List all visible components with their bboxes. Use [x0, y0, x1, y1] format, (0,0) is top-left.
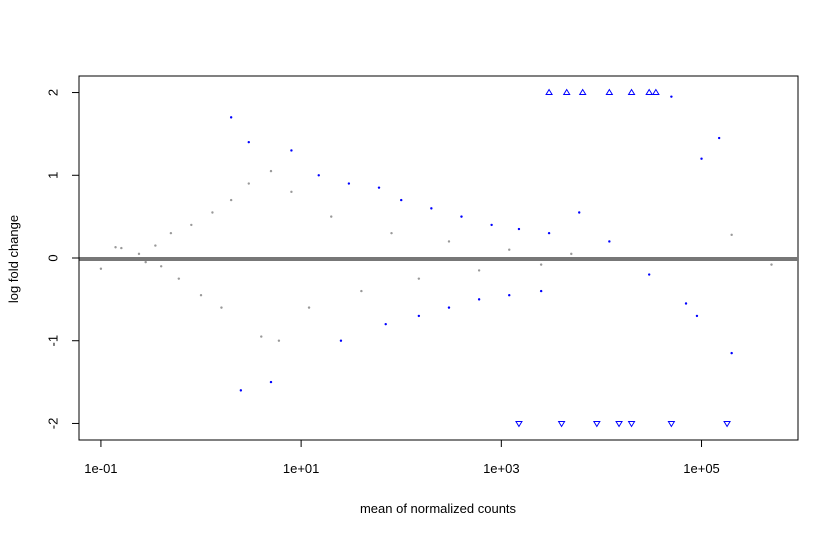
gray-point — [114, 246, 117, 249]
blue-point — [608, 240, 611, 243]
plot-area — [78, 75, 799, 441]
blue-point — [670, 95, 673, 98]
gray-point — [290, 190, 293, 194]
blue-point — [430, 207, 433, 210]
blue-point — [517, 227, 521, 231]
gray-point — [477, 269, 481, 272]
capped-triangle — [578, 88, 587, 96]
x-tick-label: 1e-01 — [84, 461, 117, 476]
gray-point — [417, 277, 421, 280]
blue-point — [269, 380, 273, 384]
gray-point — [730, 233, 733, 237]
gray-point — [390, 231, 393, 235]
y-tick-label: 0 — [46, 254, 61, 261]
blue-point — [578, 211, 581, 214]
capped-triangle — [667, 420, 676, 428]
blue-point — [508, 294, 511, 297]
blue-point — [717, 136, 721, 140]
capped-triangle — [545, 88, 553, 96]
capped-triangle — [592, 420, 601, 428]
gray-point — [177, 277, 181, 280]
blue-point — [539, 289, 543, 293]
blue-point — [290, 149, 293, 152]
blue-point — [247, 140, 250, 144]
blue-point — [695, 314, 699, 318]
capped-triangle — [562, 88, 571, 96]
blue-point — [229, 116, 233, 119]
gray-point — [120, 246, 123, 250]
blue-point — [460, 215, 463, 218]
capped-triangle — [605, 88, 614, 96]
gray-point — [508, 248, 511, 251]
blue-point — [447, 306, 451, 309]
gray-point — [220, 306, 223, 309]
gray-point — [199, 294, 203, 297]
blue-point — [730, 351, 733, 355]
capped-triangle — [627, 420, 636, 428]
capped-triangle — [515, 420, 523, 428]
x-axis-label: mean of normalized counts — [360, 501, 517, 516]
x-tick-label: 1e+05 — [683, 461, 720, 476]
gray-point — [137, 252, 141, 256]
y-tick-label: -2 — [46, 418, 61, 430]
gray-point — [99, 267, 103, 270]
x-axis: 1e-01 1e+01 1e+03 1e+05 — [84, 439, 720, 476]
gray-point — [154, 244, 157, 247]
blue-point — [377, 186, 381, 189]
gray-point — [330, 215, 333, 218]
blue-point — [384, 322, 387, 326]
blue-point — [317, 174, 320, 177]
capped-triangle — [723, 420, 731, 428]
blue-point — [684, 302, 688, 305]
blue-point — [339, 339, 343, 342]
blue-point — [490, 223, 493, 227]
blue-point — [347, 182, 351, 185]
gray-point — [269, 169, 273, 173]
blue-point — [547, 231, 551, 235]
capped-triangle — [557, 420, 566, 428]
gray-point — [539, 263, 543, 266]
gray-point — [247, 182, 250, 185]
capped-triangle — [615, 420, 623, 428]
blue-point — [700, 157, 703, 160]
gray-point — [277, 339, 281, 342]
capped-triangle — [652, 88, 660, 96]
y-axis-label: log fold change — [6, 215, 21, 303]
capped-triangle — [627, 88, 636, 96]
y-tick-label: 1 — [46, 172, 61, 179]
gray-point — [190, 223, 193, 227]
x-tick-label: 1e+03 — [483, 461, 520, 476]
x-tick-label: 1e+01 — [283, 461, 320, 476]
y-tick-label: -1 — [46, 335, 61, 347]
blue-point — [239, 389, 243, 392]
capped-triangle — [645, 88, 654, 96]
blue-point — [400, 198, 403, 202]
gray-point — [770, 263, 773, 266]
gray-point — [144, 260, 147, 264]
gray-point — [211, 211, 214, 214]
y-tick-label: 2 — [46, 89, 61, 96]
gray-point — [159, 265, 163, 268]
points-layer — [99, 88, 773, 428]
blue-point — [417, 314, 421, 318]
gray-point — [169, 231, 173, 235]
gray-point — [229, 198, 233, 202]
gray-point — [447, 240, 451, 243]
blue-point — [477, 298, 481, 301]
gray-point — [570, 252, 573, 256]
blue-point — [647, 273, 651, 276]
gray-point — [360, 289, 363, 293]
gray-point — [260, 335, 263, 338]
gray-point — [307, 306, 311, 309]
y-axis: -2 -1 0 1 2 — [46, 89, 80, 430]
